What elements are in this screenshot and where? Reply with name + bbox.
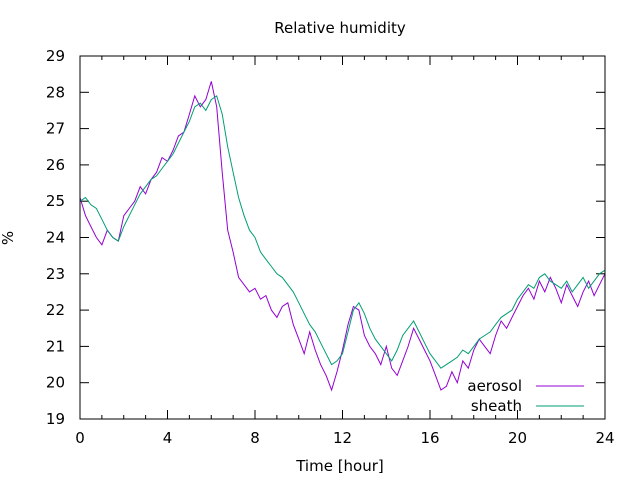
y-tick-label: 23 [46,265,65,283]
legend: aerosol sheath [467,377,584,415]
y-tick-label: 24 [46,229,65,247]
x-tick-label: 16 [420,429,439,447]
x-tick-label: 12 [333,429,352,447]
series-line-aerosol [79,81,606,392]
y-tick-label: 28 [46,83,65,101]
series-lines [79,81,606,392]
chart-title: Relative humidity [274,19,406,37]
axis-ticks [79,55,606,420]
y-tick-label: 20 [46,374,65,392]
y-tick-label: 26 [46,156,65,174]
y-tick-label: 25 [46,192,65,210]
y-tick-label: 22 [46,301,65,319]
x-tick-label: 0 [75,429,85,447]
legend-label-sheath: sheath [471,397,522,415]
legend-label-aerosol: aerosol [467,377,522,395]
x-tick-label: 20 [508,429,527,447]
plot-frame [79,55,606,420]
y-axis-label: % [0,231,17,245]
series-line-sheath [79,95,606,369]
axis-tick-labels: 0 4 8 12 16 20 24 19 20 21 22 23 24 25 26 27 28 29 [46,47,615,447]
y-tick-label: 19 [46,410,65,428]
x-tick-label: 8 [250,429,260,447]
y-tick-label: 27 [46,120,65,138]
x-axis-label: Time [hour] [295,457,384,475]
x-tick-label: 4 [163,429,173,447]
y-tick-label: 29 [46,47,65,65]
y-tick-label: 21 [46,337,65,355]
x-tick-label: 24 [595,429,614,447]
